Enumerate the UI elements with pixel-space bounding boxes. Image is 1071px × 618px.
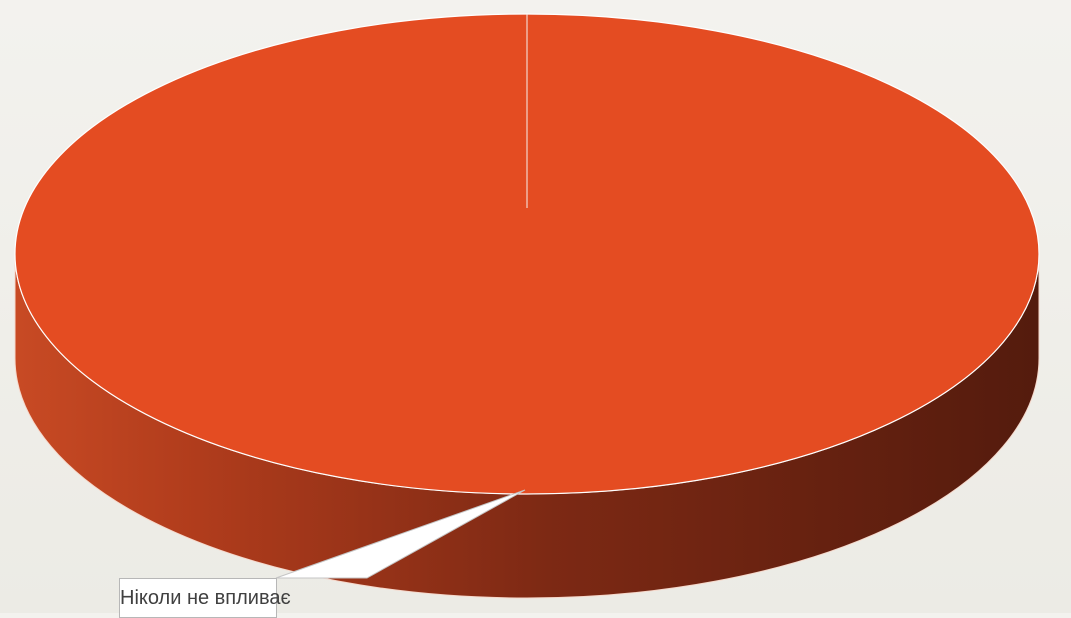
slice-label: Ніколи не впливає: [120, 587, 291, 609]
callout-pointer: [275, 489, 526, 579]
pie-top-group: [14, 13, 1040, 495]
data-label-callout: Ніколи не впливає: [119, 578, 291, 618]
pie-label-group: [275, 489, 526, 579]
